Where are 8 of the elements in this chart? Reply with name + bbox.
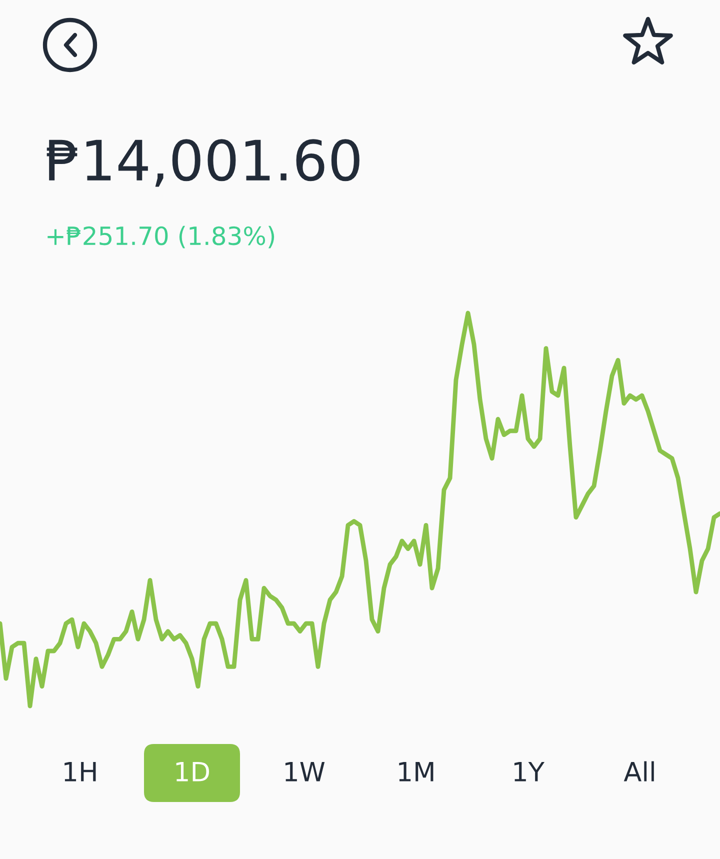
text: 1W	[285, 762, 325, 782]
text: 1D	[176, 762, 209, 782]
text: 1H	[64, 762, 96, 782]
text: 1M	[399, 762, 434, 782]
chart-title: ₱14,001.60	[46, 139, 360, 187]
text: 1Y	[514, 762, 545, 782]
chart-subtitle: +₱251.70 (1.83%)	[48, 226, 274, 248]
text: All	[624, 761, 654, 782]
